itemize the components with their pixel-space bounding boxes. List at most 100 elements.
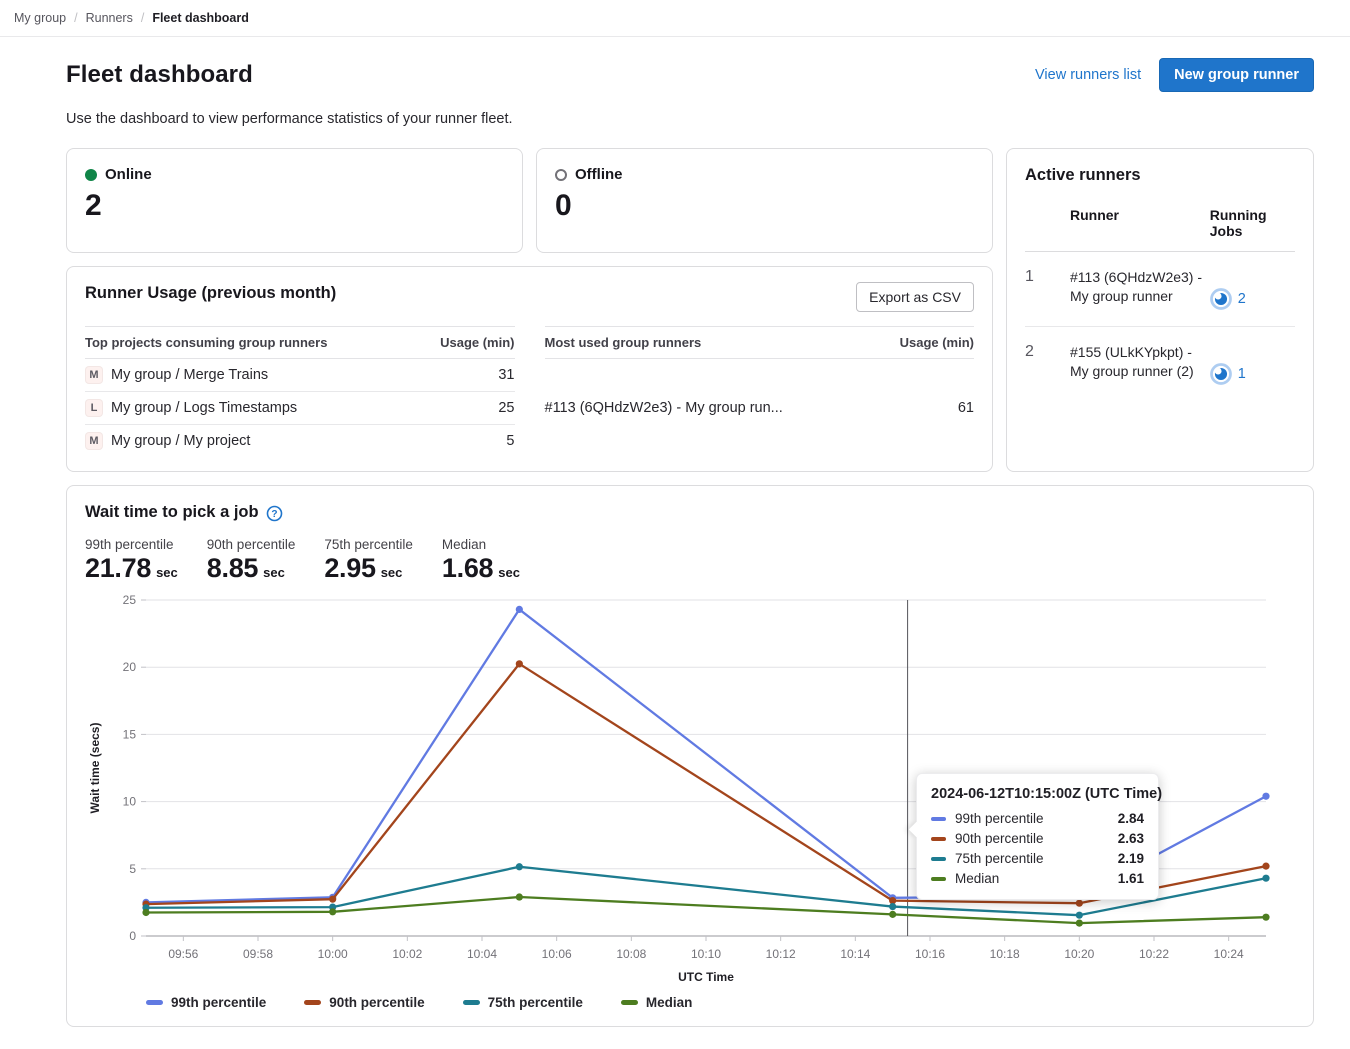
breadcrumb-item-my-group[interactable]: My group (14, 11, 67, 25)
svg-text:10:20: 10:20 (1064, 947, 1094, 961)
legend-label: Median (645, 995, 693, 1010)
online-count: 2 (85, 189, 102, 222)
stat-unit: sec (263, 565, 285, 580)
svg-text:10:02: 10:02 (392, 947, 422, 961)
legend-item[interactable]: 99th percentile (146, 995, 266, 1010)
active-runners-title: Active runners (1025, 166, 1141, 184)
active-runner-row: 1 #113 (6QHdzW2e3) - My group runner 2 (1025, 251, 1295, 327)
breadcrumb-separator: / (140, 11, 145, 25)
online-label: Online (105, 166, 152, 183)
project-avatar: L (85, 399, 103, 417)
most-used-runners-table: Most used group runners Usage (min) #113… (544, 326, 975, 458)
offline-status-icon (555, 168, 567, 181)
stat-value: 8.85 (206, 553, 259, 583)
legend-label: 99th percentile (171, 995, 267, 1010)
legend-item[interactable]: 90th percentile (304, 995, 425, 1010)
svg-text:10:14: 10:14 (840, 947, 870, 961)
wait-stat: 90th percentile 8.85 sec (207, 537, 296, 584)
breadcrumb-item-runners[interactable]: Runners (85, 11, 133, 25)
breadcrumb-separator: / (74, 11, 78, 25)
help-icon[interactable]: ? (266, 505, 283, 522)
view-runners-list-link[interactable]: View runners list (1035, 67, 1142, 83)
active-runners-card: Active runners Runner Running Jobs 1 #11… (1006, 148, 1314, 472)
stat-value: 2.95 (324, 553, 376, 583)
column-header-runners: Most used group runners (544, 326, 872, 359)
svg-text:10: 10 (123, 795, 137, 809)
svg-text:10:22: 10:22 (1139, 947, 1169, 961)
series-value: 2.63 (1117, 831, 1144, 846)
active-runners-table: Runner Running Jobs 1 #113 (6QHdzW2e3) -… (1025, 201, 1295, 401)
series-marker (931, 816, 946, 821)
legend-item[interactable]: 75th percentile (462, 995, 583, 1010)
wait-time-stats: 99th percentile 21.78 sec 90th percentile… (85, 537, 1295, 584)
legend-marker-icon (146, 1000, 163, 1005)
svg-text:10:00: 10:00 (318, 947, 348, 961)
wait-stat: 75th percentile 2.95 sec (324, 537, 413, 584)
svg-text:Wait time (secs): Wait time (secs) (88, 723, 102, 814)
svg-text:25: 25 (123, 593, 137, 607)
tooltip-title: 2024-06-12T10:15:00Z (UTC Time) (931, 786, 1163, 802)
wait-time-chart[interactable]: 0 5 10 15 20 25 09:56 09:58 10:00 10:02 10:04 10:06… (85, 590, 1295, 993)
running-status-icon (1209, 288, 1232, 310)
series-value: 2.84 (1117, 811, 1144, 826)
breadcrumb: My group / Runners / Fleet dashboard (0, 0, 1350, 37)
table-row: M My group / Merge Trains 31 (85, 358, 515, 392)
page-description: Use the dashboard to view performance st… (66, 111, 513, 127)
online-status-icon (85, 168, 97, 181)
runner-name: #155 (ULkKYpkpt) - My group runner (2) (1070, 344, 1194, 379)
column-header-runner: Runner (1070, 201, 1210, 252)
online-card: Online 2 (66, 148, 523, 253)
stat-unit: sec (498, 565, 520, 580)
column-header-running-jobs: Running Jobs (1209, 201, 1295, 252)
svg-text:10:08: 10:08 (616, 947, 646, 961)
wait-time-title: Wait time to pick a job (85, 503, 259, 521)
wait-stat: 99th percentile 21.78 sec (85, 537, 178, 584)
svg-text:10:12: 10:12 (766, 947, 796, 961)
column-header-projects: Top projects consuming group runners (85, 326, 414, 359)
wait-stat: Median 1.68 sec (442, 537, 520, 584)
table-row: L My group / Logs Timestamps 25 (85, 391, 515, 425)
fleet-dashboard-page: Fleet dashboard View runners list New gr… (0, 37, 1350, 1043)
series-label: 99th percentile (955, 811, 1044, 826)
legend-label: 75th percentile (487, 995, 583, 1010)
usage-value: 5 (506, 433, 515, 449)
export-csv-button[interactable]: Export as CSV (856, 282, 974, 312)
running-jobs-count[interactable]: 2 (1237, 291, 1246, 307)
series-label: 75th percentile (955, 851, 1044, 866)
svg-text:10:16: 10:16 (915, 947, 945, 961)
usage-value: 31 (413, 358, 515, 392)
new-group-runner-button[interactable]: New group runner (1159, 58, 1314, 92)
project-avatar: M (85, 432, 103, 450)
legend-marker-icon (462, 1000, 480, 1005)
project-avatar: M (85, 366, 103, 384)
table-row: M My group / My project 5 (85, 425, 515, 458)
stat-label: 75th percentile (324, 537, 413, 552)
breadcrumb-item-current: Fleet dashboard (152, 11, 249, 25)
series-marker (931, 856, 946, 861)
project-name: My group / My project (111, 433, 251, 449)
usage-value: 61 (957, 400, 974, 416)
legend-label: 90th percentile (329, 995, 425, 1010)
stat-label: 99th percentile (85, 537, 174, 552)
active-runner-row: 2 #155 (ULkKYpkpt) - My group runner (2)… (1025, 327, 1295, 402)
offline-count: 0 (555, 189, 572, 222)
runner-index: 2 (1025, 343, 1034, 360)
page-title: Fleet dashboard (66, 61, 253, 88)
svg-text:10:06: 10:06 (542, 947, 572, 961)
runner-usage-card: Runner Usage (previous month) Export as … (66, 266, 993, 472)
stat-unit: sec (156, 565, 178, 580)
legend-item[interactable]: Median (620, 995, 693, 1010)
offline-label: Offline (575, 166, 623, 183)
runner-name: #113 (6QHdzW2e3) - My group runner (1070, 251, 1210, 327)
running-jobs-count[interactable]: 1 (1237, 366, 1246, 382)
svg-text:10:10: 10:10 (691, 947, 721, 961)
stat-unit: sec (380, 565, 403, 580)
svg-text:20: 20 (123, 660, 137, 674)
column-header-usage: Usage (min) (871, 326, 974, 359)
table-row: #113 (6QHdzW2e3) - My group run... 61 (545, 359, 975, 458)
svg-text:09:58: 09:58 (243, 947, 273, 961)
top-projects-table: Top projects consuming group runners Usa… (85, 326, 515, 457)
stat-value: 1.68 (441, 553, 494, 583)
svg-text:5: 5 (129, 862, 136, 876)
series-marker (931, 836, 946, 841)
